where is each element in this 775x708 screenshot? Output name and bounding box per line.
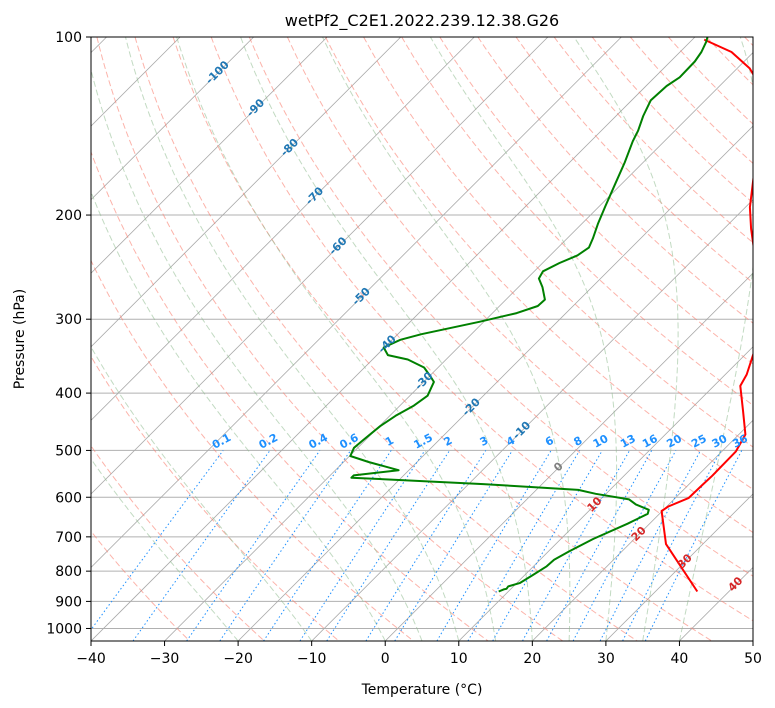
mixing-ratio-line xyxy=(91,450,224,631)
chart-title: wetPf2_C2E1.2022.239.12.38.G26 xyxy=(285,11,559,31)
dry-adiabat-line xyxy=(515,37,753,284)
mixing-ratio-line xyxy=(572,450,677,641)
x-tick-label: −20 xyxy=(223,651,253,667)
y-tick-label: 600 xyxy=(55,490,82,506)
isotherm-line xyxy=(91,37,696,641)
isotherm-line xyxy=(91,37,254,201)
dry-adiabat-line xyxy=(439,37,753,365)
isotherm-line xyxy=(91,37,475,421)
dry-adiabat-line xyxy=(248,37,753,577)
moist-adiabat-line xyxy=(125,37,460,641)
y-tick-label: 200 xyxy=(55,208,82,224)
mixing-ratio-line xyxy=(394,450,513,641)
x-tick-label: 50 xyxy=(744,651,762,667)
isotherm-line xyxy=(91,37,402,348)
y-tick-label: 300 xyxy=(55,312,82,328)
y-tick-label: 700 xyxy=(55,530,82,546)
moist-adiabat-line xyxy=(176,37,497,641)
x-axis-ticks: −40 −30 −20 −10 0 10 20 30 40 50 xyxy=(76,641,762,667)
y-tick-label: 1000 xyxy=(46,621,82,637)
mixing-ratio-line xyxy=(132,450,271,641)
mixing-ratio-line xyxy=(299,450,426,641)
mixing-ratio-label: 30 xyxy=(710,432,730,451)
moist-adiabat-line xyxy=(678,37,753,641)
x-tick-label: −30 xyxy=(150,651,180,667)
isotherm-line xyxy=(458,346,753,641)
y-tick-label: 100 xyxy=(55,30,82,46)
temperature-profile xyxy=(660,38,753,593)
x-tick-label: 0 xyxy=(381,651,390,667)
isotherm-line xyxy=(237,125,753,641)
dry-adiabat-line xyxy=(91,530,191,641)
dry-adiabat-line xyxy=(325,37,753,490)
x-tick-label: 30 xyxy=(597,651,615,667)
moist-adiabat-line xyxy=(429,37,618,641)
dry-adiabat-line xyxy=(172,37,713,641)
x-tick-label: −40 xyxy=(76,651,106,667)
x-tick-label: 10 xyxy=(450,651,468,667)
x-axis-title: Temperature (°C) xyxy=(361,682,483,698)
isotherm-line xyxy=(532,419,753,641)
moist-adiabat-line xyxy=(91,67,423,641)
plot-frame xyxy=(90,36,754,642)
mixing-ratio-line xyxy=(522,450,631,641)
dry-adiabat-line xyxy=(363,37,753,448)
y-axis-ticks: 100 200 300 400 500 600 700 800 900 1000 xyxy=(46,30,91,637)
moist-adiabat-line xyxy=(322,37,571,641)
dry-adiabat-line xyxy=(477,37,753,324)
dry-adiabat-line xyxy=(96,37,564,641)
y-tick-label: 400 xyxy=(55,386,82,402)
moist-adiabat-line xyxy=(91,345,313,641)
dry-adiabat-line xyxy=(134,37,639,641)
dry-adiabat-line xyxy=(629,37,753,165)
dry-adiabat-line xyxy=(91,259,415,641)
mixing-ratio-label: 25 xyxy=(689,432,709,451)
moist-adiabat-line xyxy=(573,37,679,641)
dry-adiabat-line xyxy=(591,37,753,204)
y-axis-title: Pressure (hPa) xyxy=(12,289,28,389)
y-tick-label: 800 xyxy=(55,564,82,580)
dewpoint-profile xyxy=(349,37,709,593)
mixing-ratio-label: 16 xyxy=(640,432,660,451)
mixing-ratio-line xyxy=(186,450,321,641)
isotherm-line xyxy=(91,37,328,274)
isotherm-line xyxy=(91,37,549,495)
y-tick-label: 500 xyxy=(55,443,82,459)
x-tick-label: −10 xyxy=(297,651,327,667)
dry-adiabat-line xyxy=(401,37,753,406)
profile-lines xyxy=(349,37,753,593)
mixing-ratio-line xyxy=(219,450,352,641)
mixing-ratio-label: 13 xyxy=(618,432,638,451)
isotherm-line xyxy=(164,52,753,641)
mixing-ratio-line xyxy=(644,450,743,641)
mixing-ratio-line xyxy=(326,450,451,641)
mixing-ratio-label: 36 xyxy=(730,432,750,451)
mixing-ratio-line xyxy=(263,450,392,641)
dry-adiabat-line xyxy=(91,444,266,641)
mixing-ratio-label: 10 xyxy=(591,432,611,451)
background-lines xyxy=(91,37,753,641)
moist-adiabat-line xyxy=(91,190,386,641)
mixing-ratio-line xyxy=(546,450,653,641)
isotherm-line xyxy=(605,493,753,641)
y-tick-label: 900 xyxy=(55,594,82,610)
isotherm-line xyxy=(384,272,753,641)
isotherm-line xyxy=(311,199,753,641)
mixing-ratio-label: 20 xyxy=(664,432,684,451)
isotherm-line xyxy=(91,37,622,568)
moist-adiabat-line xyxy=(91,457,239,641)
x-tick-label: 40 xyxy=(671,651,689,667)
x-tick-label: 20 xyxy=(523,651,541,667)
